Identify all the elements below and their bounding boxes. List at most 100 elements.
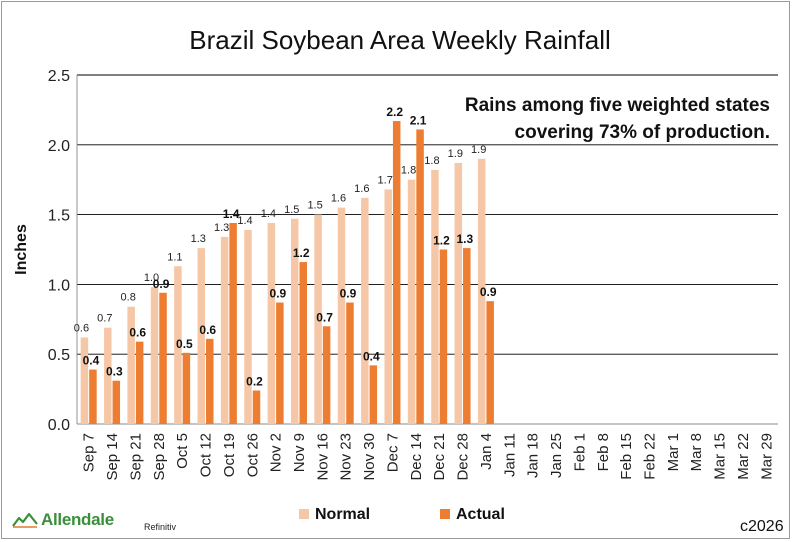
data-label-normal: 1.1 [167,251,182,263]
data-label-actual: 0.4 [363,349,380,363]
data-label-normal: 1.6 [354,183,369,195]
x-tick-label: Sep 14 [104,433,121,481]
legend-label-normal: Normal [315,506,370,523]
annotation-line: Rains among five weighted states [465,95,770,116]
data-label-actual: 0.9 [480,285,497,299]
x-tick-label: Jan 25 [548,433,565,478]
x-tick-label: Nov 2 [268,433,285,472]
bar-actual [89,369,97,424]
x-tick-label: Oct 26 [244,433,261,477]
x-tick-label: Mar 1 [665,433,682,471]
bar-normal [197,248,206,424]
bar-normal [407,179,416,424]
bar-actual [159,292,167,424]
bar-normal [150,287,159,424]
y-tick-label: 0.0 [48,417,70,434]
y-tick-label: 1.5 [48,208,70,225]
bar-normal [314,214,322,424]
legend-label-actual: Actual [456,506,505,523]
x-tick-label: Dec 14 [408,433,425,481]
data-label-normal: 1.3 [191,233,206,245]
bar-normal [290,218,299,424]
x-tick-label: Mar 29 [758,433,775,480]
data-label-normal: 1.9 [471,144,486,156]
data-label-actual: 2.2 [386,105,403,119]
data-label-actual: 0.3 [106,365,123,379]
x-tick-label: Oct 5 [174,433,191,469]
bar-actual [112,380,121,424]
x-tick-label: Jan 18 [525,433,542,478]
bar-normal [384,189,392,424]
y-tick-label: 2.0 [48,138,70,155]
bar-normal [361,197,369,424]
data-label-actual: 0.5 [176,337,193,351]
data-label-actual: 0.9 [340,287,357,301]
data-label-actual: 0.9 [270,287,287,301]
bar-actual [206,338,214,424]
data-label-normal: 1.7 [378,174,393,186]
data-label-normal: 1.4 [237,215,252,227]
x-tick-label: Dec 7 [384,433,401,472]
data-label-actual: 0.2 [246,374,263,388]
x-tick-label: Sep 28 [151,433,168,481]
bar-actual [416,129,424,424]
x-tick-label: Nov 9 [291,433,308,472]
y-axis-label: Inches [13,224,30,275]
data-label-actual: 0.4 [83,354,100,368]
bar-normal [244,229,252,424]
legend-swatch-normal [299,509,309,519]
bar-normal [454,162,463,424]
data-label-normal: 1.0 [144,272,159,284]
x-tick-label: Oct 12 [198,433,215,477]
bar-actual [252,390,261,424]
bar-normal [477,158,486,424]
annotation-line: covering 73% of production. [515,122,770,143]
y-tick-label: 0.5 [48,347,70,364]
x-tick-label: Jan 11 [501,433,518,477]
data-label-actual: 1.2 [293,246,310,260]
data-label-normal: 0.8 [121,292,136,304]
chart-title: Brazil Soybean Area Weekly Rainfall [189,25,611,55]
data-label-normal: 1.5 [307,200,322,212]
allendale-leaf-icon [12,512,38,528]
brand-logo: Allendale [12,510,114,530]
bar-actual [229,222,237,424]
data-label-actual: 0.6 [199,323,216,337]
data-label-normal: 1.3 [214,222,229,234]
data-label-normal: 1.5 [284,204,299,216]
x-tick-label: Nov 30 [361,433,378,481]
bar-actual [486,301,494,424]
bar-normal [337,207,346,424]
bar-normal [104,327,112,424]
x-tick-label: Nov 23 [338,433,355,481]
data-label-normal: 1.8 [424,155,439,167]
x-tick-label: Feb 8 [595,433,612,471]
source-label: Refinitiv [144,522,177,532]
x-tick-label: Feb 22 [641,433,658,480]
bar-normal [80,337,89,424]
brand-name: Allendale [41,510,114,529]
y-tick-label: 1.0 [48,277,70,294]
data-label-actual: 1.2 [433,234,450,248]
bar-actual [322,326,331,424]
data-label-actual: 1.4 [223,207,240,221]
bar-actual [276,302,284,424]
bar-actual [182,352,191,424]
x-tick-label: Mar 22 [735,433,752,480]
bar-actual [299,262,307,424]
data-label-normal: 1.9 [448,148,463,160]
y-tick-label: 2.5 [48,68,70,85]
x-tick-label: Sep 21 [127,433,144,481]
data-label-normal: 0.6 [74,322,89,334]
data-label-normal: 1.6 [331,193,346,205]
bar-normal [267,222,276,424]
x-tick-label: Dec 28 [455,433,472,481]
data-label-actual: 1.3 [456,232,473,246]
bar-actual [439,249,448,424]
bar-actual [463,248,471,424]
copyright-label: c2026 [740,518,784,535]
x-tick-label: Nov 16 [314,433,331,481]
data-label-actual: 0.7 [316,310,333,324]
bar-normal [431,169,439,424]
